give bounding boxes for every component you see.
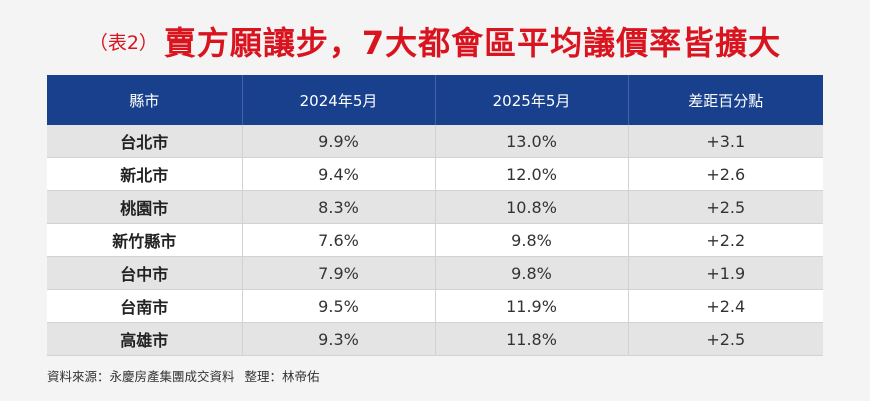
city-cell: 桃園市 — [47, 190, 243, 224]
table-row: 台南市 9.5% 11.9% +2.4 — [47, 289, 823, 323]
table-row: 新北市 9.4% 12.0% +2.6 — [47, 157, 823, 191]
column-header-city: 縣市 — [47, 75, 243, 125]
bargaining-rate-table: 縣市 2024年5月 2025年5月 差距百分點 台北市 9.9% 13.0% … — [47, 75, 823, 356]
city-cell: 新北市 — [47, 157, 243, 191]
table-row: 新竹縣市 7.6% 9.8% +2.2 — [47, 223, 823, 257]
column-header-point-difference: 差距百分點 — [628, 75, 823, 125]
rate-2025-cell: 9.8% — [435, 256, 629, 290]
headline: 賣方願讓步，7大都會區平均議價率皆擴大 — [163, 24, 782, 62]
city-cell: 高雄市 — [47, 322, 243, 356]
rate-2024-cell: 8.3% — [242, 190, 436, 224]
table-number-tag: （表2） — [88, 32, 158, 54]
rate-2024-cell: 9.4% — [242, 157, 436, 191]
source-note: 資料來源：永慶房產集團成交資料 整理：林帝佑 — [47, 366, 320, 385]
rate-2025-cell: 13.0% — [435, 125, 629, 158]
rate-2025-cell: 11.9% — [435, 289, 629, 323]
rate-2024-cell: 7.6% — [242, 223, 436, 257]
difference-cell: +3.1 — [628, 125, 823, 158]
rate-2024-cell: 9.5% — [242, 289, 436, 323]
table-row: 高雄市 9.3% 11.8% +2.5 — [47, 322, 823, 356]
rate-2024-cell: 7.9% — [242, 256, 436, 290]
header-row: 縣市 2024年5月 2025年5月 差距百分點 — [47, 75, 823, 125]
editor-credit: 整理：林帝佑 — [244, 369, 320, 384]
city-cell: 新竹縣市 — [47, 223, 243, 257]
difference-cell: +2.6 — [628, 157, 823, 191]
difference-cell: +1.9 — [628, 256, 823, 290]
difference-cell: +2.2 — [628, 223, 823, 257]
page-title: （表2） 賣方願讓步，7大都會區平均議價率皆擴大 — [0, 18, 870, 64]
rate-2025-cell: 10.8% — [435, 190, 629, 224]
rate-2025-cell: 12.0% — [435, 157, 629, 191]
table-row: 桃園市 8.3% 10.8% +2.5 — [47, 190, 823, 224]
rate-2024-cell: 9.9% — [242, 125, 436, 158]
difference-cell: +2.5 — [628, 322, 823, 356]
table-row: 台北市 9.9% 13.0% +3.1 — [47, 125, 823, 158]
difference-cell: +2.5 — [628, 190, 823, 224]
table-row: 台中市 7.9% 9.8% +1.9 — [47, 256, 823, 290]
city-cell: 台南市 — [47, 289, 243, 323]
city-cell: 台北市 — [47, 125, 243, 158]
data-source: 資料來源：永慶房產集團成交資料 — [47, 369, 235, 384]
city-cell: 台中市 — [47, 256, 243, 290]
rate-2025-cell: 9.8% — [435, 223, 629, 257]
rate-2025-cell: 11.8% — [435, 322, 629, 356]
rate-2024-cell: 9.3% — [242, 322, 436, 356]
column-header-2025-may: 2025年5月 — [435, 75, 629, 125]
column-header-2024-may: 2024年5月 — [242, 75, 436, 125]
difference-cell: +2.4 — [628, 289, 823, 323]
